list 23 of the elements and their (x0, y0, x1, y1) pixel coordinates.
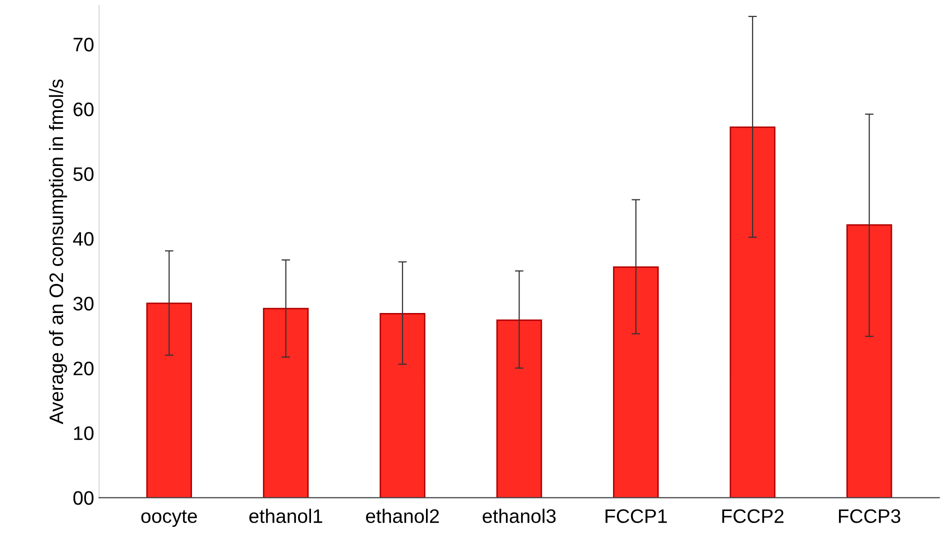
y-tick-label: 00 (73, 491, 94, 505)
y-tick-label: 10 (74, 426, 94, 440)
x-tick-label: ethanol3 (482, 508, 556, 524)
bar (496, 319, 542, 498)
bar (262, 308, 309, 498)
x-tick-label: FCCP3 (838, 509, 900, 524)
bar (613, 266, 659, 498)
x-tick-label: FCCP2 (722, 509, 784, 524)
y-tick-label: 30 (73, 296, 94, 311)
x-tick-label: FCCP1 (606, 509, 667, 524)
bar (380, 313, 426, 498)
x-tick-label: ethanol2 (366, 508, 439, 524)
x-tick-label: oocyte (141, 510, 197, 527)
y-axis-title: Average of an O2 consumption in fmol/s (48, 79, 68, 424)
x-tick-label: ethanol1 (249, 508, 322, 524)
y-tick-label: 70 (74, 38, 94, 52)
bar (730, 126, 776, 498)
bar (146, 302, 192, 498)
y-tick-label: 40 (73, 232, 94, 246)
y-tick-label: 20 (74, 362, 94, 376)
y-tick-label: 50 (73, 167, 94, 182)
bar (846, 224, 892, 498)
y-tick-label: 60 (74, 102, 94, 116)
